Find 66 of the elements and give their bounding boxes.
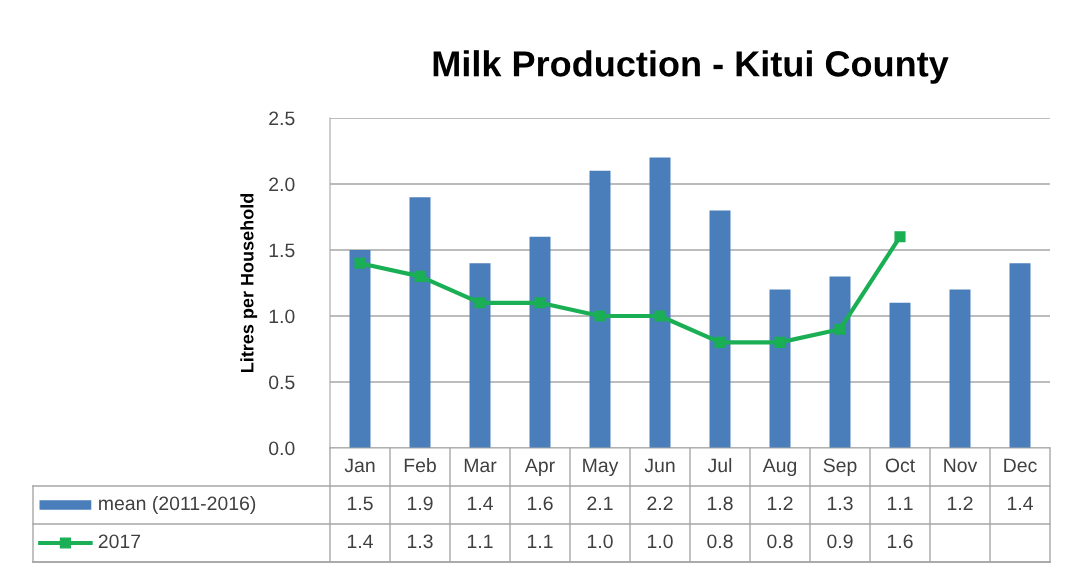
bar — [529, 236, 551, 448]
legend-label: 2017 — [98, 534, 141, 549]
data-label: 1.0 — [647, 534, 673, 549]
data-label: 1.9 — [407, 496, 433, 511]
x-tick-label: Oct — [885, 458, 915, 473]
x-tick-label: Sep — [823, 458, 857, 477]
text: 1.0 — [269, 309, 295, 324]
data-label: 1.6 — [887, 534, 913, 549]
x-tick-label: Aug — [762, 458, 797, 477]
text: 0.5 — [269, 375, 295, 390]
bar — [829, 276, 851, 448]
data-label: 1.3 — [407, 534, 433, 549]
point — [534, 297, 546, 309]
point — [474, 297, 486, 309]
bar — [889, 302, 911, 448]
bar — [349, 250, 371, 448]
data-label: 2.2 — [647, 496, 673, 511]
y-axis-title: Litres per Household — [240, 193, 258, 373]
data-label: 0.9 — [827, 534, 853, 549]
data-label: 1.1 — [467, 534, 493, 549]
data-label: 1.1 — [527, 534, 553, 549]
data-label: 1.0 — [587, 534, 613, 549]
bar — [649, 157, 671, 448]
x-tick-label: May — [583, 458, 619, 477]
point — [894, 231, 906, 243]
point — [354, 257, 366, 269]
point — [834, 323, 846, 335]
data-label: 1.1 — [887, 496, 913, 511]
data-label: 1.4 — [1007, 496, 1033, 511]
x-tick-label: Jul — [707, 457, 732, 473]
text: 1.5 — [269, 243, 295, 258]
bar — [469, 263, 491, 448]
x-tick-label: Dec — [1004, 458, 1037, 473]
bar — [409, 197, 431, 448]
point — [654, 310, 666, 322]
data-label: 2.1 — [587, 496, 613, 511]
text: 0.0 — [269, 441, 295, 456]
bar — [709, 210, 731, 448]
point — [594, 310, 606, 322]
x-tick-label: Jan — [344, 458, 375, 473]
data-label: 1.2 — [767, 496, 793, 511]
chart-title: Milk Production - Kitui County — [433, 50, 949, 84]
bar — [949, 289, 971, 448]
point — [414, 270, 426, 282]
data-label: 1.6 — [527, 496, 553, 511]
x-tick-label: Jun — [644, 458, 675, 473]
bar — [589, 170, 611, 448]
text: 2.0 — [269, 177, 295, 192]
data-label: 0.8 — [707, 534, 733, 549]
x-tick-label: Feb — [404, 457, 436, 473]
legend-label: mean (2011-2016) — [99, 495, 256, 515]
point — [774, 336, 786, 348]
x-tick-label: Apr — [524, 458, 555, 477]
data-label: 1.4 — [347, 534, 373, 549]
data-label: 1.8 — [707, 496, 733, 511]
point — [714, 336, 726, 348]
data-label: 1.5 — [347, 496, 373, 511]
bar — [769, 289, 791, 448]
data-label: 1.2 — [947, 496, 973, 511]
data-label: 0.8 — [767, 534, 793, 549]
data-label: 1.3 — [827, 496, 853, 511]
data-label: 1.4 — [467, 496, 493, 511]
bar — [1009, 263, 1031, 448]
x-tick-label: Mar — [464, 458, 497, 473]
text: 2.5 — [269, 111, 295, 126]
x-tick-label: Nov — [944, 458, 978, 473]
